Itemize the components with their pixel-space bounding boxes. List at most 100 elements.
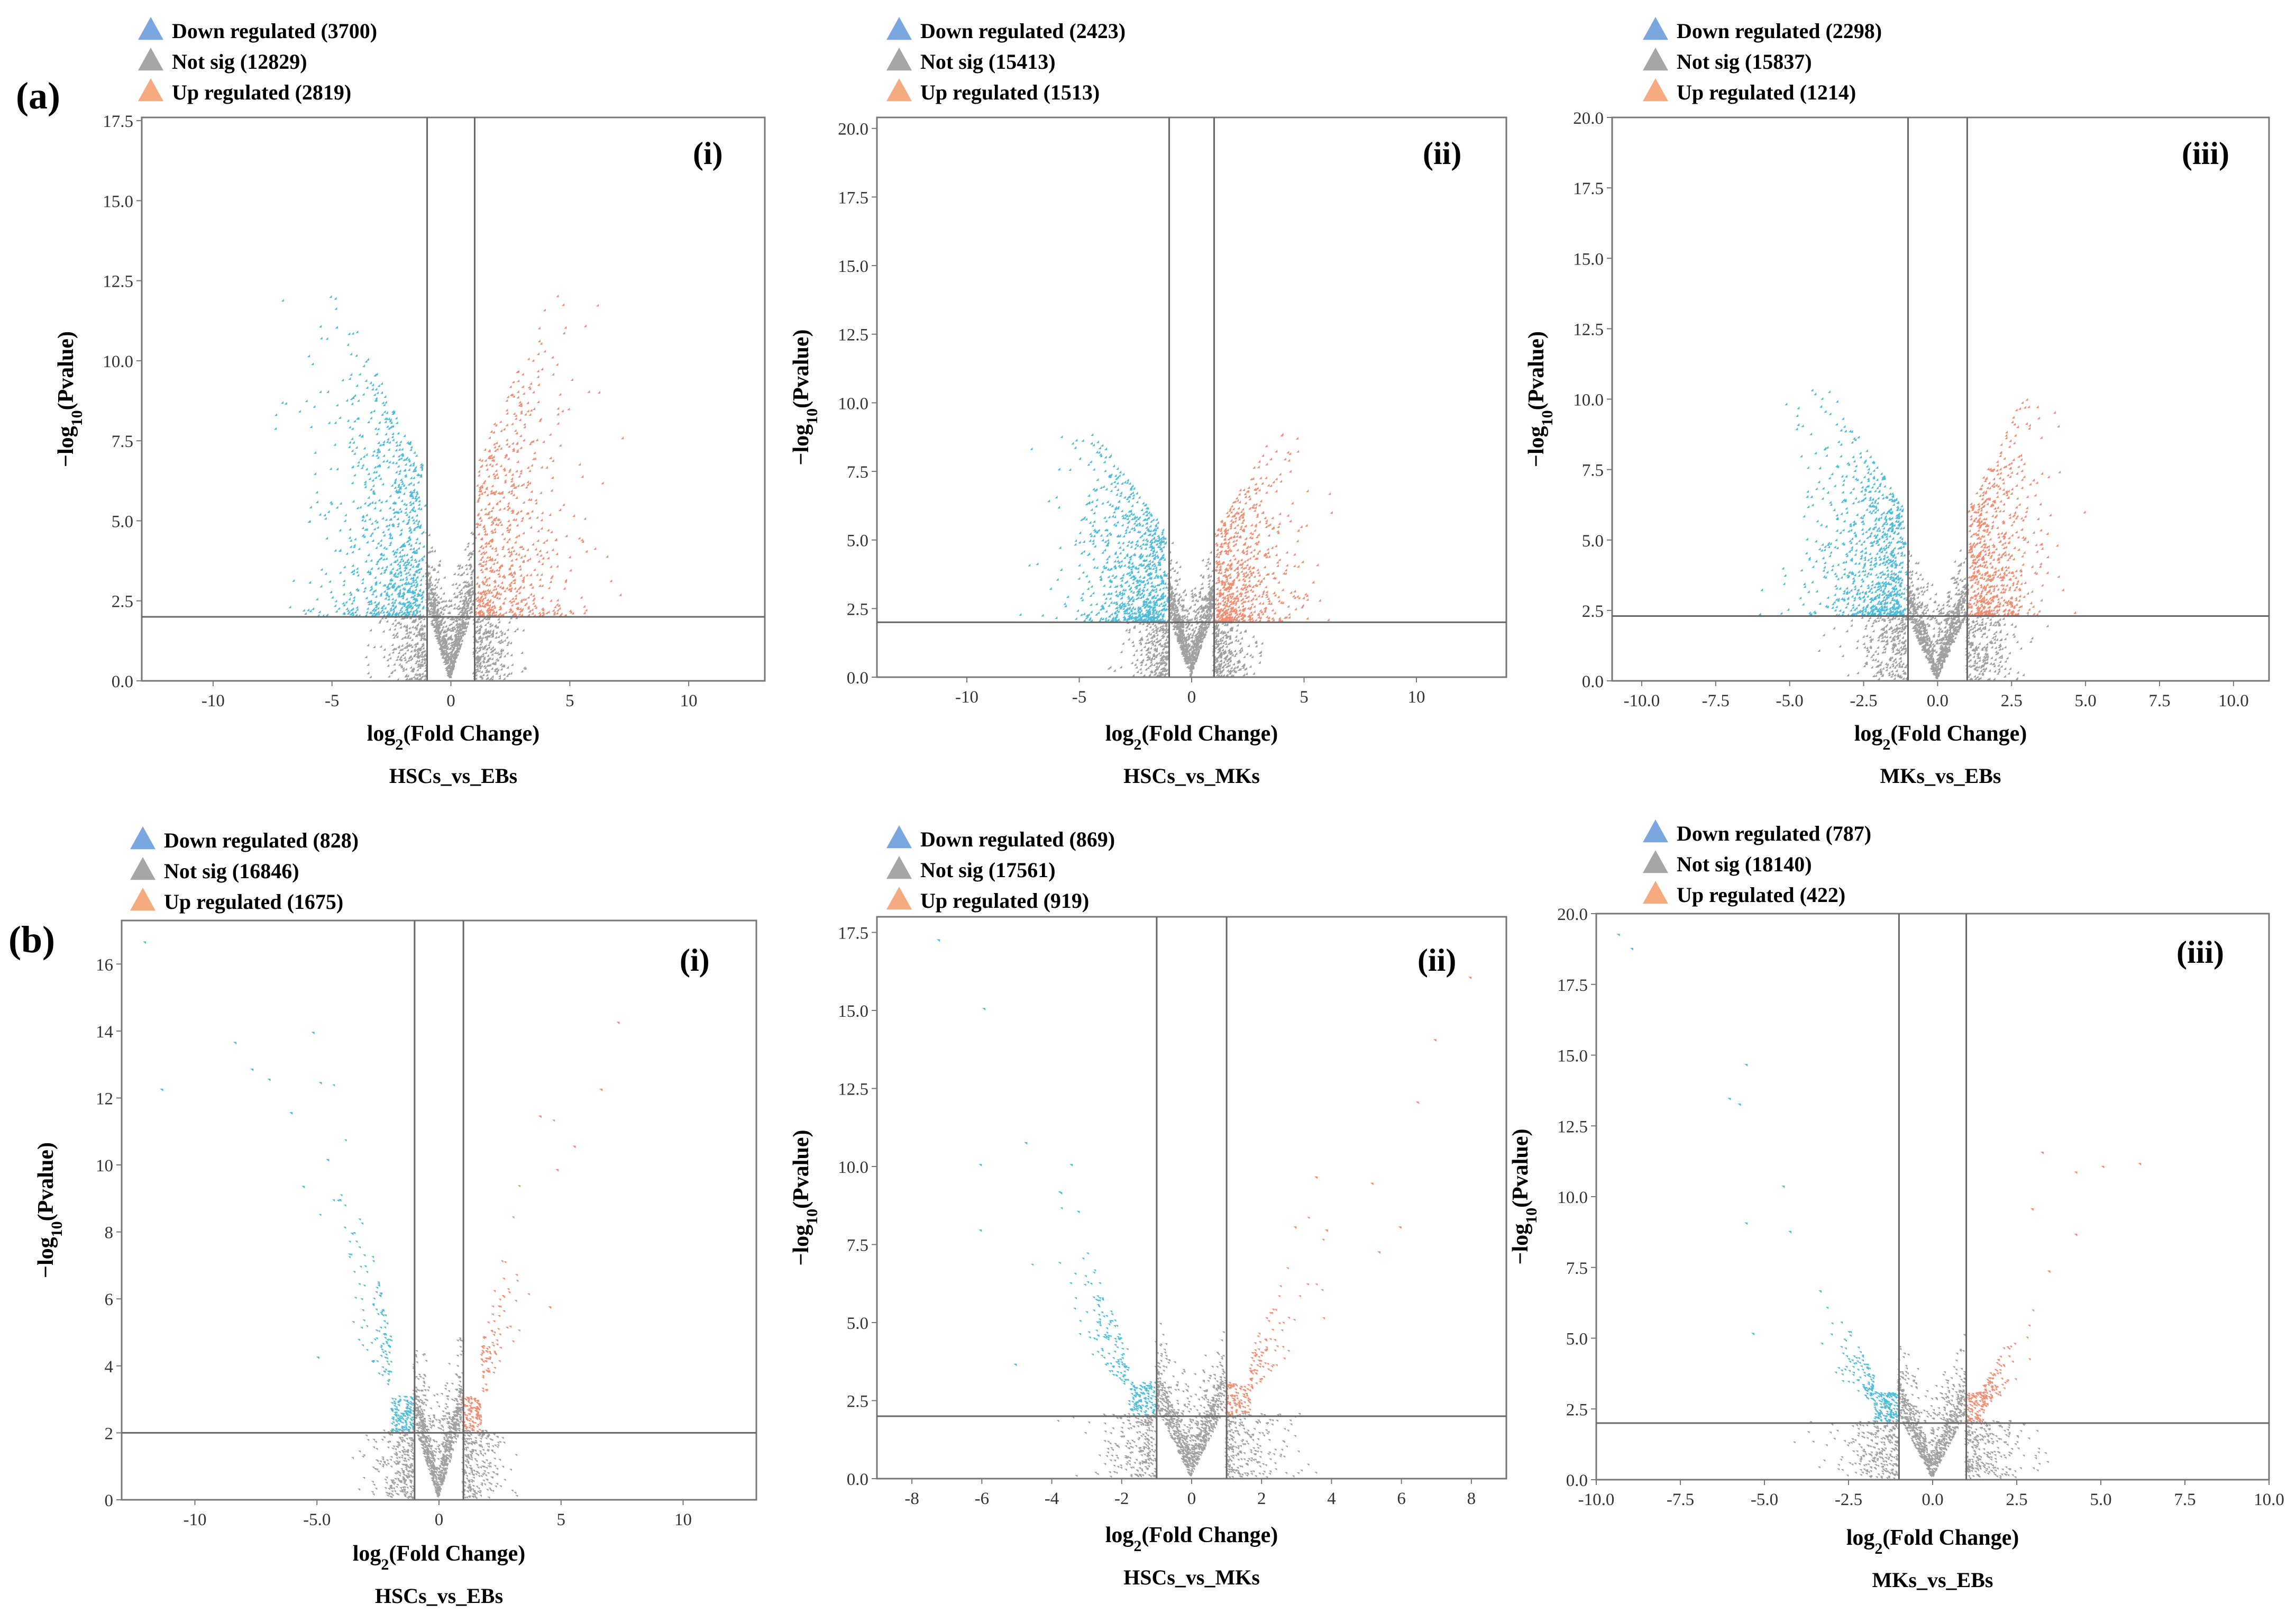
y-tick-label: 2.5	[1566, 1400, 1588, 1419]
x-axis-label: log2(Fold Change)	[1105, 722, 1278, 753]
y-tick-label: 7.5	[1566, 1259, 1588, 1278]
down-regulated-points	[895, 399, 1169, 623]
comparison-caption: HSCs_vs_MKs	[1123, 1565, 1260, 1589]
y-tick-label: 8	[105, 1224, 114, 1243]
x-tick-label: 0	[435, 1510, 444, 1529]
panel-tag: (i)	[693, 136, 723, 171]
x-tick-label: -5	[325, 691, 340, 710]
x-tick-label: 0.0	[1922, 1490, 1943, 1509]
x-tick-label: 0	[446, 691, 455, 710]
x-tick-label: 10	[1408, 688, 1425, 707]
x-tick-label: -5.0	[1776, 691, 1804, 710]
y-tick-label: 7.5	[112, 432, 133, 451]
y-tick-label: 5.0	[112, 512, 133, 531]
row-label-b: (b)	[8, 918, 55, 961]
x-tick-label: 7.5	[2174, 1490, 2196, 1509]
y-tick-label: 4	[105, 1357, 114, 1377]
legend-label-up: Up regulated (1675)	[164, 890, 343, 914]
y-tick-label: 6	[105, 1290, 114, 1309]
y-tick-label: 12	[96, 1089, 113, 1108]
y-tick-label: 10.0	[1557, 1188, 1588, 1207]
legend-marker-notsig-icon	[1643, 48, 1668, 71]
x-tick-label: 0	[1187, 688, 1196, 707]
x-tick-label: -2.5	[1835, 1490, 1862, 1509]
x-tick-label: -10	[183, 1510, 206, 1529]
x-tick-label: -8	[904, 1489, 919, 1508]
legend-marker-notsig-icon	[1643, 850, 1668, 873]
x-tick-label: 7.5	[2148, 691, 2170, 710]
x-axis-label: log2(Fold Change)	[1105, 1523, 1278, 1555]
x-axis-label: log2(Fold Change)	[353, 1542, 526, 1573]
not-sig-points	[1107, 541, 1264, 677]
y-axis-label: −log10(Pvalue)	[789, 330, 821, 466]
x-tick-label: -2.5	[1850, 691, 1877, 710]
legend-label-down: Down regulated (869)	[920, 827, 1115, 851]
plot-frame	[141, 116, 766, 682]
y-tick-label: 12.5	[103, 272, 133, 291]
x-tick-label: -5.0	[303, 1510, 331, 1529]
comparison-caption: HSCs_vs_EBs	[389, 764, 517, 788]
x-tick-label: 5	[565, 691, 574, 710]
legend-label-down: Down regulated (787)	[1677, 822, 1871, 845]
x-tick-label: -5.0	[1751, 1490, 1778, 1509]
y-tick-label: 17.5	[103, 112, 133, 131]
y-tick-label: 17.5	[838, 924, 868, 943]
y-tick-label: 14	[96, 1023, 113, 1042]
x-tick-label: 2	[1257, 1489, 1266, 1508]
y-tick-label: 7.5	[1582, 461, 1604, 480]
y-tick-label: 15.0	[103, 192, 133, 211]
x-tick-label: -6	[975, 1489, 990, 1508]
not-sig-points	[364, 531, 527, 681]
legend-marker-up-icon	[1643, 881, 1668, 904]
legend-label-up: Up regulated (2819)	[172, 80, 351, 104]
panel-a-ii: Down regulated (2423) Not sig (15413) Up r…	[789, 17, 1507, 788]
y-tick-label: 2.5	[112, 593, 133, 612]
panel-b-ii: Down regulated (869) Not sig (17561) Up re…	[789, 825, 1507, 1589]
y-tick-label: 15.0	[1557, 1047, 1588, 1066]
y-axis-label: −log10(Pvalue)	[34, 1142, 66, 1278]
x-tick-label: 5.0	[2090, 1490, 2111, 1509]
legend-marker-down-icon	[1643, 819, 1668, 843]
y-tick-label: 0.0	[847, 1470, 868, 1489]
not-sig-points	[351, 1337, 518, 1500]
y-tick-label: 12.5	[838, 1080, 868, 1099]
x-tick-label: -10.0	[1624, 691, 1660, 710]
legend-label-up: Up regulated (422)	[1677, 883, 1845, 907]
y-tick-label: 17.5	[1557, 976, 1588, 995]
legend-label-down: Down regulated (3700)	[172, 19, 377, 43]
legend-label-down: Down regulated (828)	[164, 828, 359, 852]
legend-label-notsig: Not sig (15837)	[1677, 50, 1812, 74]
y-tick-label: 10.0	[103, 352, 133, 371]
x-tick-label: -10	[202, 691, 225, 710]
panel-a-iii: Down regulated (2298) Not sig (15837) Up r…	[1524, 17, 2270, 788]
panels: Down regulated (3700) Not sig (12829) Up r…	[34, 17, 2284, 1608]
y-tick-label: 5.0	[1566, 1330, 1588, 1349]
legend-marker-up-icon	[130, 888, 155, 911]
x-tick-label: 8	[1467, 1489, 1476, 1508]
x-axis-label: log2(Fold Change)	[1854, 722, 2027, 753]
panel-tag: (ii)	[1417, 943, 1456, 978]
panel-b-i: Down regulated (828) Not sig (16846) Up re…	[34, 826, 757, 1608]
point-cloud	[143, 941, 620, 1500]
y-tick-label: 5.0	[847, 532, 868, 551]
y-tick-label: 0	[105, 1491, 114, 1510]
up-regulated-points	[1963, 1152, 2142, 1423]
y-tick-label: 5.0	[847, 1314, 868, 1333]
x-tick-label: 0.0	[1927, 691, 1949, 710]
x-tick-label: -2	[1114, 1489, 1129, 1508]
panel-a-i: Down regulated (3700) Not sig (12829) Up r…	[54, 17, 766, 788]
y-tick-label: 16	[96, 955, 113, 974]
legend-label-notsig: Not sig (12829)	[172, 50, 307, 74]
legend-label-down: Down regulated (2423)	[920, 19, 1126, 43]
point-cloud	[1616, 934, 2142, 1480]
y-tick-label: 17.5	[1573, 179, 1604, 198]
y-tick-label: 15.0	[838, 1002, 868, 1021]
legend-marker-up-icon	[1643, 78, 1668, 102]
y-tick-label: 2.5	[847, 600, 868, 619]
not-sig-points	[1817, 549, 2049, 681]
legend-label-notsig: Not sig (15413)	[920, 50, 1056, 74]
up-regulated-points	[1212, 229, 1333, 623]
legend-marker-down-icon	[130, 826, 155, 850]
legend-marker-down-icon	[886, 825, 912, 849]
legend-marker-down-icon	[886, 17, 912, 40]
